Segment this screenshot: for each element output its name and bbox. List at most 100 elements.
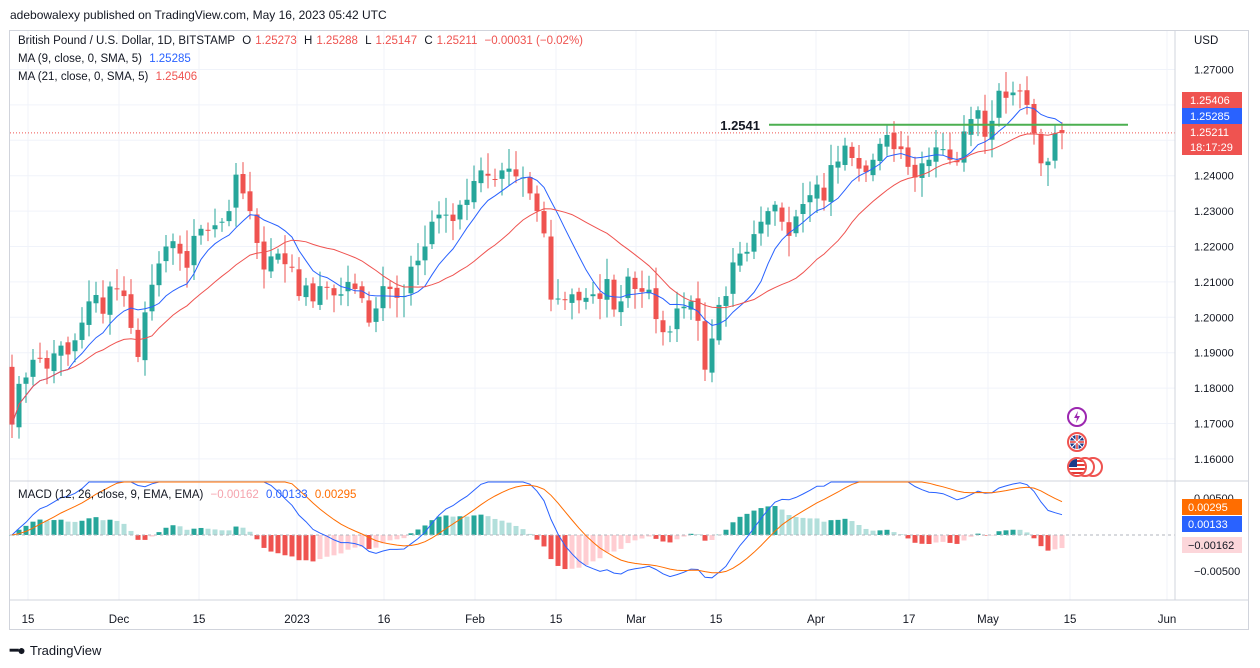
- candle[interactable]: [506, 149, 512, 186]
- candle[interactable]: [555, 279, 561, 305]
- candle[interactable]: [443, 197, 449, 233]
- candle[interactable]: [751, 220, 757, 260]
- candle[interactable]: [779, 202, 785, 231]
- candle[interactable]: [597, 274, 603, 320]
- us-flag-icon[interactable]: [1067, 457, 1087, 477]
- candle[interactable]: [884, 124, 890, 156]
- candle[interactable]: [702, 302, 708, 382]
- candle[interactable]: [919, 151, 925, 197]
- candle[interactable]: [849, 142, 855, 167]
- candle[interactable]: [450, 203, 456, 241]
- candle[interactable]: [534, 185, 540, 222]
- candle[interactable]: [583, 288, 589, 310]
- candle[interactable]: [191, 219, 197, 281]
- chart-frame[interactable]: [9, 30, 1249, 630]
- candle[interactable]: [30, 348, 36, 386]
- candle[interactable]: [429, 210, 435, 250]
- candle[interactable]: [863, 160, 869, 182]
- candle[interactable]: [877, 138, 883, 171]
- candle[interactable]: [219, 218, 225, 232]
- candle[interactable]: [947, 132, 953, 165]
- candle[interactable]: [478, 157, 484, 193]
- candle[interactable]: [436, 201, 442, 234]
- candle[interactable]: [275, 248, 281, 264]
- candle[interactable]: [639, 270, 645, 308]
- candle[interactable]: [128, 279, 134, 334]
- candle[interactable]: [464, 178, 470, 221]
- candle[interactable]: [149, 264, 155, 321]
- candle[interactable]: [604, 258, 610, 318]
- candle[interactable]: [226, 199, 232, 227]
- candle[interactable]: [961, 115, 967, 172]
- candle[interactable]: [373, 297, 379, 333]
- candle[interactable]: [618, 285, 624, 327]
- candle[interactable]: [121, 276, 127, 307]
- candle[interactable]: [905, 135, 911, 175]
- candle[interactable]: [730, 248, 736, 307]
- candle[interactable]: [870, 153, 876, 182]
- candle[interactable]: [212, 208, 218, 238]
- candle[interactable]: [198, 224, 204, 245]
- candle[interactable]: [387, 281, 393, 309]
- candle[interactable]: [65, 336, 71, 366]
- candle[interactable]: [268, 238, 274, 278]
- ma21-legend[interactable]: MA (21, close, 0, SMA, 5) 1.25406: [18, 71, 201, 83]
- candle[interactable]: [933, 130, 939, 178]
- candle[interactable]: [520, 166, 526, 197]
- candle[interactable]: [338, 277, 344, 306]
- candle[interactable]: [485, 153, 491, 189]
- candle[interactable]: [611, 274, 617, 317]
- candle[interactable]: [156, 251, 162, 297]
- candle[interactable]: [79, 307, 85, 349]
- candle[interactable]: [359, 281, 365, 303]
- candle[interactable]: [345, 265, 351, 307]
- candle[interactable]: [513, 151, 519, 184]
- candle[interactable]: [576, 287, 582, 314]
- uk-flag-icon[interactable]: [1067, 432, 1087, 452]
- candle[interactable]: [1017, 83, 1023, 109]
- candle[interactable]: [471, 165, 477, 209]
- candle[interactable]: [100, 280, 106, 324]
- candle[interactable]: [674, 291, 680, 343]
- candle[interactable]: [331, 284, 337, 313]
- candle[interactable]: [247, 171, 253, 220]
- candle[interactable]: [184, 230, 190, 288]
- candle[interactable]: [758, 206, 764, 246]
- candle[interactable]: [1059, 122, 1065, 150]
- candle[interactable]: [940, 132, 946, 155]
- tradingview-logo[interactable]: ━● TradingView: [10, 642, 101, 659]
- candle[interactable]: [163, 234, 169, 273]
- candle[interactable]: [1045, 157, 1051, 187]
- candle[interactable]: [114, 269, 120, 301]
- candle[interactable]: [317, 271, 323, 310]
- candle[interactable]: [814, 175, 820, 214]
- candle[interactable]: [1003, 71, 1009, 114]
- candle[interactable]: [310, 277, 316, 308]
- candle[interactable]: [261, 226, 267, 289]
- candle[interactable]: [989, 100, 995, 158]
- candle[interactable]: [569, 288, 575, 320]
- candle[interactable]: [786, 206, 792, 257]
- candle[interactable]: [660, 310, 666, 346]
- candle[interactable]: [996, 83, 1002, 127]
- candle[interactable]: [240, 162, 246, 200]
- macd-legend[interactable]: MACD (12, 26, close, 9, EMA, EMA) −0.001…: [18, 489, 360, 501]
- candle[interactable]: [366, 291, 372, 327]
- candle[interactable]: [744, 242, 750, 262]
- candle[interactable]: [835, 145, 841, 184]
- candle[interactable]: [968, 106, 974, 147]
- candle[interactable]: [9, 354, 15, 439]
- candle[interactable]: [737, 241, 743, 272]
- candle[interactable]: [37, 342, 43, 363]
- candle[interactable]: [254, 208, 260, 260]
- candle[interactable]: [765, 207, 771, 237]
- candle[interactable]: [415, 243, 421, 285]
- candle[interactable]: [324, 281, 330, 300]
- candle[interactable]: [499, 162, 505, 196]
- candle[interactable]: [23, 372, 29, 403]
- candle[interactable]: [716, 297, 722, 345]
- candle[interactable]: [821, 172, 827, 211]
- candle[interactable]: [590, 282, 596, 304]
- candle[interactable]: [170, 233, 176, 265]
- candle[interactable]: [842, 137, 848, 171]
